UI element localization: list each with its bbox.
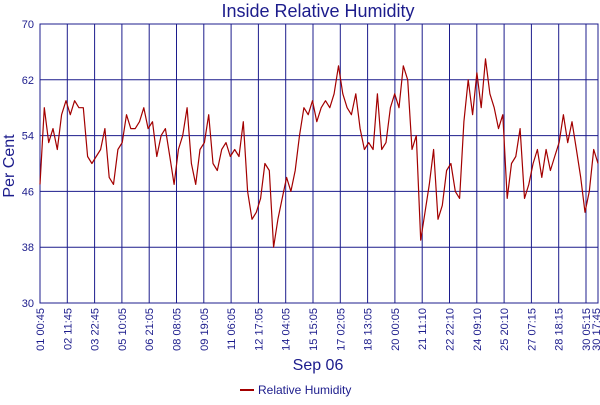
grid — [39, 23, 599, 304]
x-tick-label: 06 21:05 — [144, 308, 156, 351]
y-axis-ticks: 70 62 54 46 38 30 — [22, 19, 34, 310]
x-tick-label: 14 04:05 — [281, 308, 293, 351]
x-tick-label: 27 07:15 — [526, 308, 538, 351]
y-tick-label: 30 — [22, 298, 34, 310]
x-axis-ticks: 01 00:45 02 11:45 03 22:45 05 10:05 06 21:05… — [35, 308, 600, 351]
x-tick-label: 01 00:45 — [35, 308, 47, 351]
x-tick-label: 20 00:05 — [390, 308, 402, 351]
x-tick-label: 05 10:05 — [117, 308, 129, 351]
legend: Relative Humidity — [240, 383, 351, 397]
x-tick-label: 18 13:05 — [363, 308, 375, 351]
x-tick-label: 17 02:05 — [335, 308, 347, 351]
y-tick-label: 70 — [22, 19, 34, 31]
y-axis-label: Per Cent — [1, 134, 18, 198]
y-tick-label: 62 — [22, 75, 34, 87]
series-group — [39, 58, 599, 248]
x-tick-label: 12 17:05 — [253, 308, 265, 351]
legend-label: Relative Humidity — [258, 383, 351, 397]
x-tick-label: 22 22:10 — [445, 308, 457, 351]
x-tick-label: 02 11:45 — [62, 308, 74, 350]
y-tick-label: 38 — [22, 242, 34, 254]
x-tick-label: 09 19:05 — [199, 308, 211, 351]
x-tick-label: 24 09:10 — [472, 308, 484, 351]
x-tick-label: 30 05:15 — [581, 308, 593, 351]
x-tick-label: 21 11:10 — [417, 308, 429, 350]
x-tick-label: 08 08:05 — [172, 308, 184, 351]
x-tick-label: 15 15:05 — [308, 308, 320, 351]
x-axis-label: Sep 06 — [293, 357, 344, 374]
y-tick-label: 46 — [22, 186, 34, 198]
y-tick-label: 54 — [22, 131, 34, 143]
x-tick-label: 25 20:10 — [499, 308, 511, 351]
x-tick-label: 03 22:45 — [90, 308, 102, 351]
x-tick-label: 30 17:45 — [591, 308, 600, 351]
chart-title: Inside Relative Humidity — [221, 1, 414, 21]
series-line-relative-humidity — [39, 58, 599, 248]
x-tick-label: 28 18:15 — [554, 308, 566, 351]
x-tick-label: 11 06:05 — [226, 308, 238, 350]
